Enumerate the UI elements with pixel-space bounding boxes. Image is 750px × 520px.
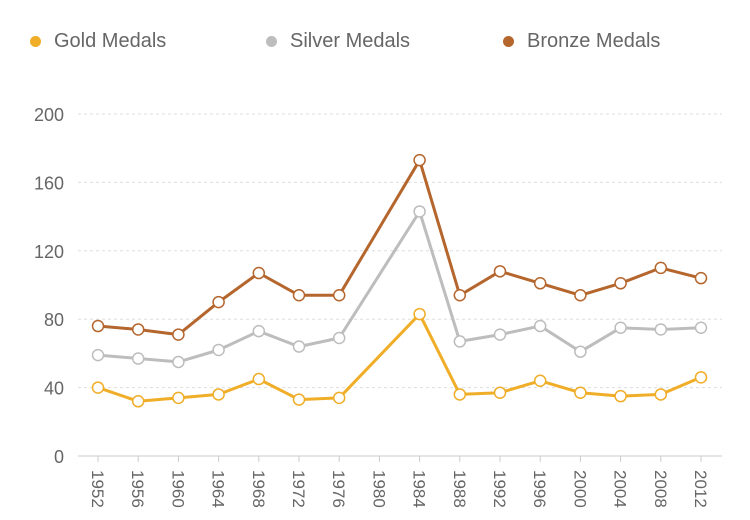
x-tick-label: 1968 <box>249 470 268 508</box>
series-silver-medals <box>91 205 708 369</box>
series-gold-medals <box>91 307 708 408</box>
y-tick-label: 40 <box>44 379 64 399</box>
legend-item-bronze[interactable]: Bronze Medals <box>503 30 660 53</box>
data-point <box>654 323 668 336</box>
legend-item-silver[interactable]: Silver Medals <box>266 30 410 53</box>
data-point <box>252 324 266 338</box>
y-tick-label: 80 <box>44 310 64 330</box>
x-tick-label: 1952 <box>88 470 107 508</box>
data-point <box>614 321 627 334</box>
x-tick-label: 1964 <box>209 470 228 508</box>
data-point <box>252 266 266 280</box>
data-point <box>493 328 507 341</box>
data-point <box>91 381 105 394</box>
data-point <box>172 355 185 369</box>
y-tick-label: 0 <box>54 447 64 467</box>
data-point <box>453 388 467 401</box>
data-point <box>493 386 507 399</box>
series-line <box>97 158 702 337</box>
x-tick-label: 2012 <box>691 470 710 508</box>
data-point <box>131 352 145 365</box>
data-point <box>292 340 306 353</box>
data-point <box>533 319 547 333</box>
x-tick-label: 1984 <box>410 470 429 508</box>
chart-legend: Gold Medals Silver Medals Bronze Medals <box>0 26 750 60</box>
data-point <box>212 295 225 309</box>
data-point <box>574 386 587 399</box>
data-point <box>614 389 627 403</box>
data-point <box>654 261 668 275</box>
legend-item-gold[interactable]: Gold Medals <box>30 30 166 53</box>
data-point <box>332 391 346 405</box>
data-point <box>172 391 185 405</box>
data-point <box>131 395 145 408</box>
data-point <box>292 393 306 406</box>
data-point <box>131 323 145 336</box>
x-tick-label: 2008 <box>651 470 670 508</box>
x-tick-label: 2004 <box>611 470 630 508</box>
x-tick-label: 1980 <box>369 470 388 508</box>
data-point <box>172 328 185 341</box>
data-point <box>252 372 266 386</box>
data-point <box>574 289 587 302</box>
x-tick-label: 1988 <box>450 470 469 508</box>
series-bronze-medals <box>91 153 708 341</box>
data-point <box>654 388 668 401</box>
legend-marker-gold <box>30 36 41 47</box>
x-tick-label: 1956 <box>128 470 147 508</box>
legend-label-silver: Silver Medals <box>290 30 411 52</box>
data-point <box>413 307 426 321</box>
data-point <box>332 289 346 302</box>
data-point <box>212 343 225 357</box>
x-tick-label: 2000 <box>570 470 589 508</box>
data-point <box>533 374 547 388</box>
data-point <box>574 345 587 358</box>
x-tick-label: 1972 <box>289 470 308 508</box>
data-point <box>413 153 426 167</box>
x-tick-label: 1996 <box>530 470 549 508</box>
data-point <box>694 371 708 384</box>
legend-label-bronze: Bronze Medals <box>527 30 661 52</box>
data-point <box>694 321 708 334</box>
x-tick-label: 1976 <box>329 470 348 508</box>
x-tick-label: 1960 <box>168 470 187 508</box>
data-point <box>533 277 547 290</box>
data-point <box>212 388 225 401</box>
x-tick-label: 1992 <box>490 470 509 508</box>
data-point <box>91 348 105 362</box>
y-tick-label: 200 <box>34 105 64 125</box>
data-point <box>453 289 467 302</box>
legend-label-gold: Gold Medals <box>54 30 167 52</box>
data-point <box>493 265 507 278</box>
data-point <box>332 331 346 345</box>
y-tick-label: 160 <box>34 173 64 193</box>
data-point <box>91 319 105 333</box>
data-point <box>453 335 467 348</box>
data-point <box>413 205 426 218</box>
data-point <box>694 271 708 285</box>
y-tick-label: 120 <box>34 242 64 262</box>
legend-marker-silver <box>266 36 277 47</box>
legend-marker-bronze <box>503 36 514 47</box>
data-point <box>614 277 627 290</box>
data-point <box>292 289 306 302</box>
